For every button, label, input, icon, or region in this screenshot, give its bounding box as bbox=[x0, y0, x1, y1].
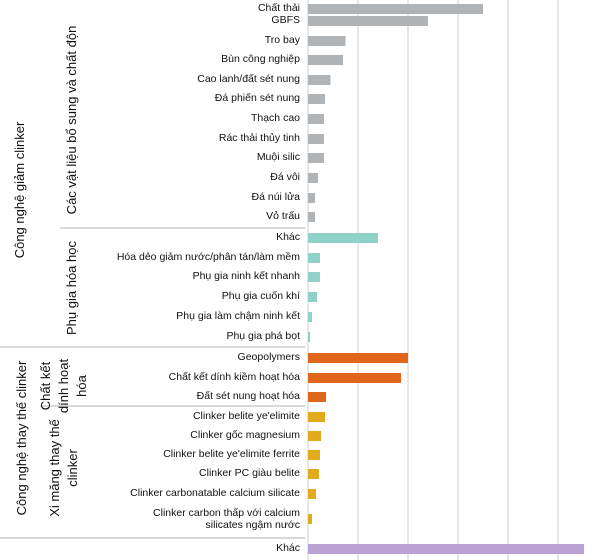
group-label: Các vật liệu bổ sung và chất độn bbox=[64, 25, 79, 215]
bar bbox=[308, 75, 331, 85]
category-label: Phụ gia ninh kết nhanh bbox=[192, 270, 300, 282]
bar bbox=[308, 94, 325, 104]
category-label: Clinker belite ye'elimite ferrite bbox=[163, 448, 300, 460]
bar bbox=[308, 292, 317, 302]
category-label: Khác bbox=[276, 231, 300, 243]
category-label: Vỏ trấu bbox=[266, 210, 300, 222]
category-label: Rác thải thủy tinh bbox=[218, 132, 300, 144]
category-label: Geopolymers bbox=[237, 351, 300, 363]
bar bbox=[308, 450, 320, 460]
bar bbox=[308, 489, 316, 499]
category-label: Tro bay bbox=[264, 34, 300, 46]
category-label: Muội silic bbox=[256, 151, 300, 163]
bar bbox=[308, 469, 319, 479]
bar bbox=[308, 193, 315, 203]
category-label: Đá phiến sét nung bbox=[214, 92, 300, 104]
group-label: Công nghệ giảm clinker bbox=[12, 121, 27, 259]
bar bbox=[308, 332, 310, 342]
category-label: Clinker carbon thấp với calcium silicate… bbox=[153, 507, 300, 531]
category-label: Chất thải bbox=[257, 2, 300, 14]
category-label: Phụ gia phá bọt bbox=[226, 330, 300, 342]
category-label: Bùn công nghiệp bbox=[221, 53, 300, 65]
bar bbox=[308, 4, 483, 14]
category-label: Khác bbox=[276, 542, 300, 554]
bar bbox=[308, 55, 343, 65]
bar bbox=[308, 392, 326, 402]
bar bbox=[308, 16, 428, 26]
bar bbox=[308, 412, 325, 422]
category-label: Clinker belite ye'elimite bbox=[192, 410, 300, 422]
bar bbox=[308, 253, 320, 263]
bar bbox=[308, 353, 408, 363]
bar bbox=[308, 173, 318, 183]
bar bbox=[308, 514, 312, 524]
category-label: Phụ gia cuốn khí bbox=[221, 290, 300, 302]
bar bbox=[308, 233, 378, 243]
category-label: Cao lanh/đất sét nung bbox=[197, 73, 300, 85]
bar bbox=[308, 134, 324, 144]
category-label: Phụ gia làm chậm ninh kết bbox=[176, 310, 300, 322]
category-label: Đá vôi bbox=[270, 171, 300, 183]
category-label: Hóa dẻo giảm nước/phân tán/làm mềm bbox=[116, 251, 300, 263]
category-label: Clinker gốc magnesium bbox=[190, 429, 300, 441]
bar bbox=[308, 431, 321, 441]
bar bbox=[308, 153, 324, 163]
group-label: Xi măng thay thế clinker bbox=[47, 419, 80, 517]
bar bbox=[308, 272, 320, 282]
category-label: Clinker carbonatable calcium silicate bbox=[130, 487, 300, 499]
bar bbox=[308, 373, 401, 383]
bar bbox=[308, 212, 315, 222]
bar bbox=[308, 114, 324, 124]
group-label: Phụ gia hóa học bbox=[64, 241, 79, 335]
group-label: Chất kết dính hoạt hóa bbox=[38, 358, 89, 414]
category-label: Đất sét nung hoạt hóa bbox=[196, 390, 300, 402]
bar bbox=[308, 544, 584, 554]
category-label: Chất kết dính kiềm hoạt hóa bbox=[168, 371, 300, 383]
bar bbox=[308, 36, 346, 46]
category-label: Đá núi lửa bbox=[251, 191, 300, 203]
category-label: GBFS bbox=[271, 14, 300, 26]
group-label: Công nghệ thay thế clinker bbox=[14, 360, 29, 516]
category-label: Thạch cao bbox=[250, 112, 300, 124]
bar bbox=[308, 312, 312, 322]
category-label: Clinker PC giàu belite bbox=[199, 467, 300, 479]
